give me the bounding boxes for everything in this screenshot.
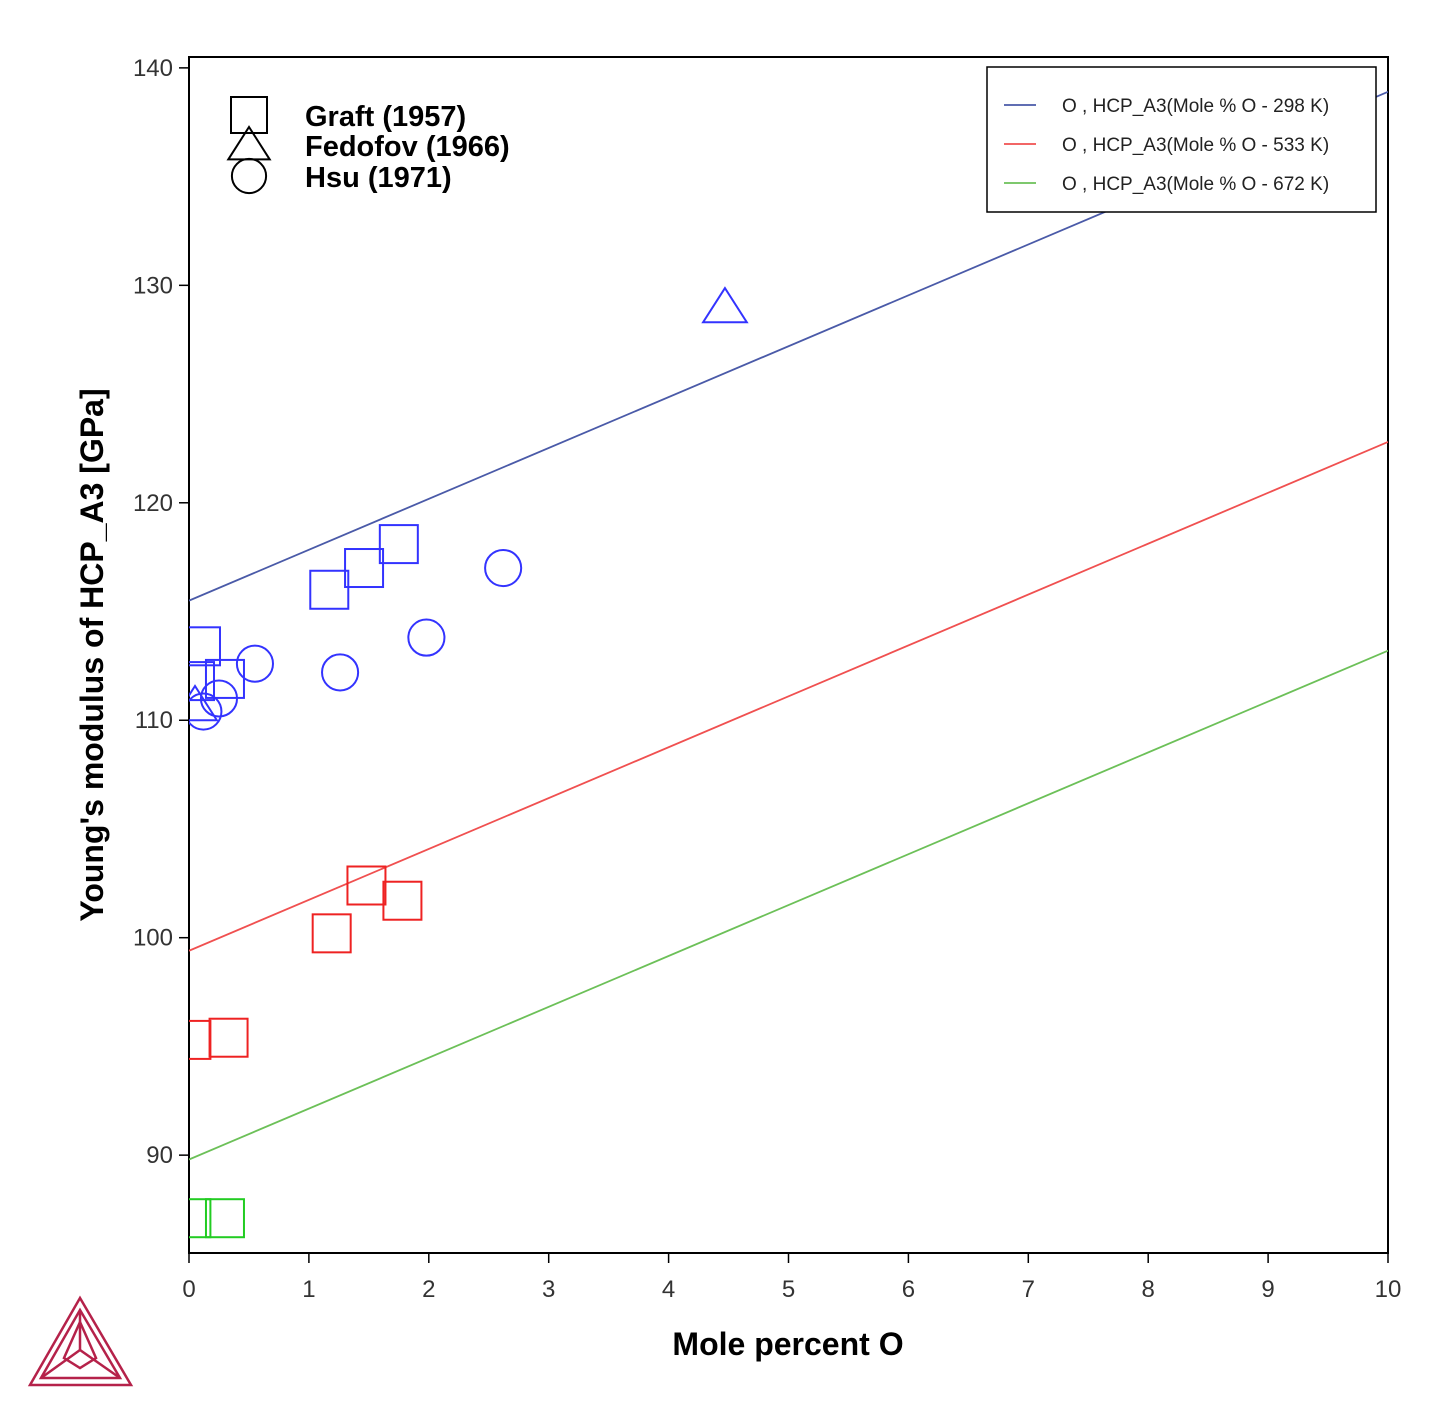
x-tick-label: 10 <box>1375 1276 1402 1303</box>
data-point-triangle <box>189 684 219 722</box>
series-line <box>189 649 1388 1161</box>
y-axis-title: Young's modulus of HCP_A3 [GPa] <box>74 388 110 921</box>
marker-legend-label: Graft (1957) <box>305 101 466 133</box>
legend-line-label: O , HCP_A3(Mole % O - 672 K) <box>1062 174 1329 195</box>
marker-legend-label: Fedofov (1966) <box>305 131 510 163</box>
data-point-circle <box>235 644 274 683</box>
data-point-square <box>378 524 419 565</box>
x-tick-label: 2 <box>422 1276 435 1303</box>
data-point-square <box>204 1198 245 1239</box>
line-legend: O , HCP_A3(Mole % O - 298 K) O , HCP_A3(M… <box>986 66 1377 213</box>
data-point-square <box>346 865 387 906</box>
x-tick-label: 9 <box>1261 1276 1274 1303</box>
y-tick-label: 100 <box>133 925 173 952</box>
marker-legend: Graft (1957)Fedofov (1966)Hsu (1971) <box>226 96 510 195</box>
data-point-square <box>382 880 423 921</box>
x-tick-label: 3 <box>542 1276 555 1303</box>
y-tick-label: 90 <box>146 1142 173 1169</box>
data-point-square <box>311 913 352 954</box>
x-tick-label: 0 <box>182 1276 195 1303</box>
data-points <box>189 286 749 1239</box>
data-point-square <box>309 569 350 610</box>
data-point-square <box>189 626 221 667</box>
x-axis: 0 1 2 3 4 5 6 7 8 9 10 <box>182 1253 1401 1303</box>
data-point-square <box>344 548 385 589</box>
series-line <box>189 441 1388 952</box>
y-tick-label: 140 <box>133 55 173 82</box>
data-point-square <box>208 1017 249 1058</box>
x-axis-title: Mole percent O <box>672 1326 903 1362</box>
data-point-circle <box>484 548 523 588</box>
y-tick-label: 110 <box>135 707 173 734</box>
x-tick-label: 8 <box>1142 1276 1155 1303</box>
legend-line-label: O , HCP_A3(Mole % O - 533 K) <box>1062 135 1329 156</box>
data-point-circle <box>189 692 223 731</box>
data-point-circle <box>321 653 360 692</box>
line-legend-box <box>986 66 1377 213</box>
y-tick-label: 130 <box>133 272 173 299</box>
thermo-calc-logo <box>27 1295 134 1387</box>
plot-frame <box>188 56 1389 1254</box>
y-tick-label: 120 <box>133 490 173 517</box>
legend-line-label: O , HCP_A3(Mole % O - 298 K) <box>1062 96 1329 117</box>
x-tick-label: 7 <box>1022 1276 1035 1303</box>
x-tick-label: 6 <box>902 1276 915 1303</box>
legend-marker-square <box>230 96 268 134</box>
legend-marker-circle <box>230 157 268 195</box>
data-point-triangle <box>701 286 749 324</box>
x-tick-label: 4 <box>662 1276 675 1303</box>
data-point-square <box>189 1198 212 1239</box>
x-tick-label: 1 <box>302 1276 315 1303</box>
data-point-circle <box>199 679 239 718</box>
marker-legend-label: Hsu (1971) <box>305 162 452 194</box>
x-tick-label: 5 <box>782 1276 795 1303</box>
y-axis: 90 100 110 120 130 140 <box>133 55 189 1169</box>
data-point-circle <box>407 618 446 657</box>
